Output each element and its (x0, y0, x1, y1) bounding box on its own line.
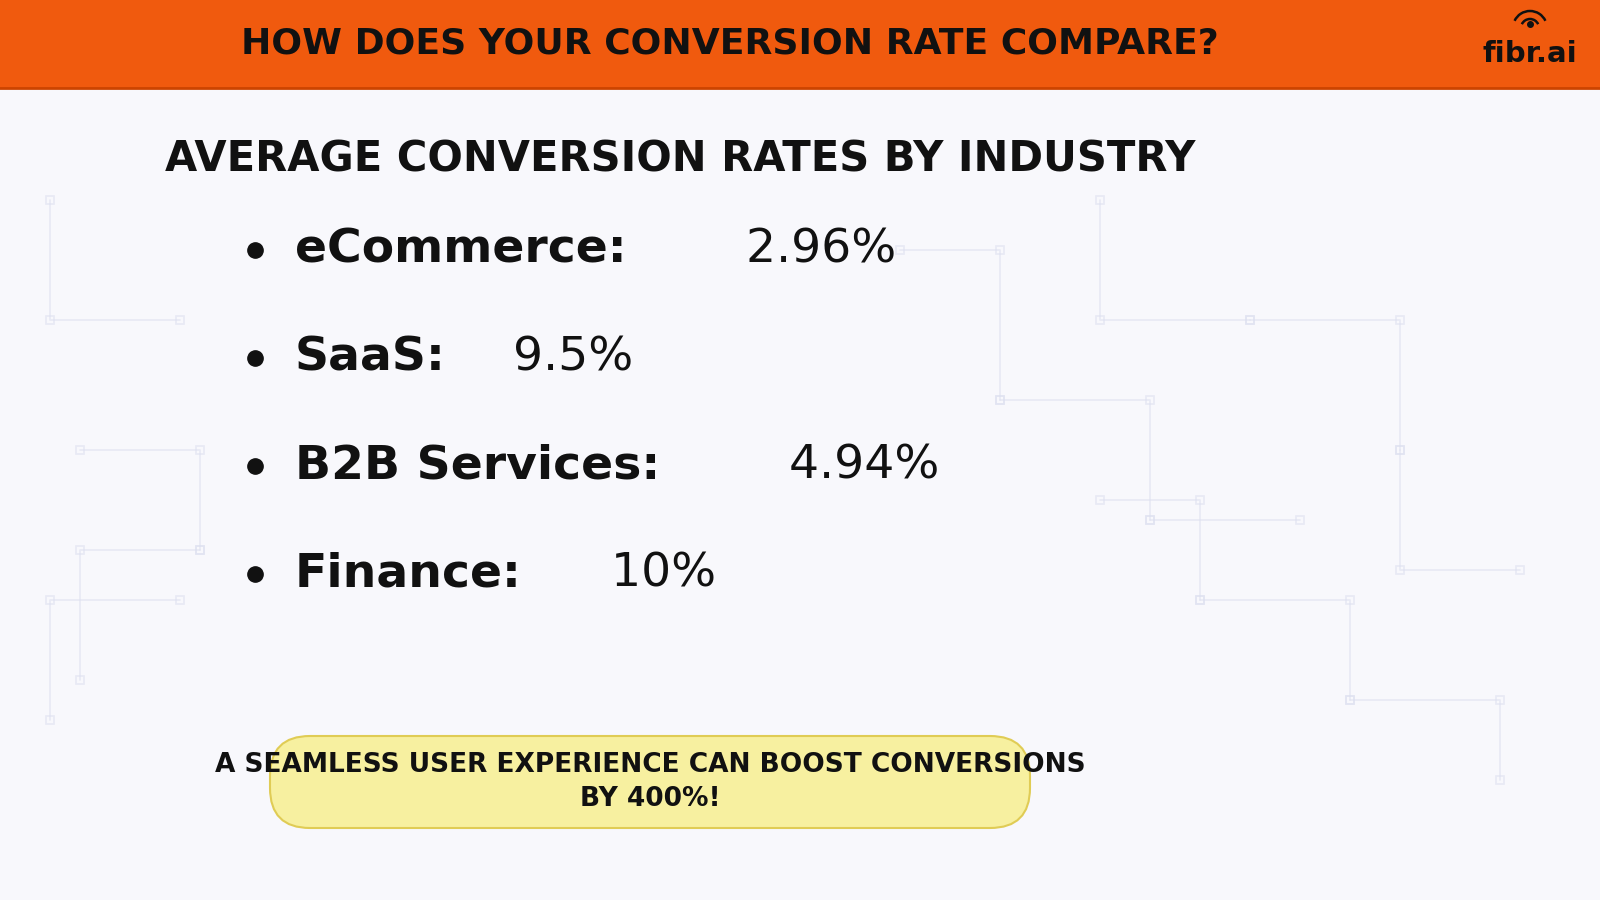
Text: HOW DOES YOUR CONVERSION RATE COMPARE?: HOW DOES YOUR CONVERSION RATE COMPARE? (242, 27, 1219, 61)
Bar (1146, 516, 1154, 524)
Bar (46, 316, 54, 324)
Bar (1197, 496, 1205, 504)
Text: Finance:: Finance: (294, 552, 522, 597)
Text: 9.5%: 9.5% (498, 336, 634, 381)
Bar (1395, 316, 1405, 324)
Bar (77, 446, 83, 454)
Bar (995, 396, 1005, 404)
Bar (1146, 396, 1154, 404)
Bar (995, 246, 1005, 254)
Bar (1517, 566, 1523, 574)
Bar (46, 196, 54, 204)
Bar (1096, 196, 1104, 204)
Bar (176, 596, 184, 604)
Bar (0, 0, 1600, 88)
Bar (77, 546, 83, 554)
Bar (46, 596, 54, 604)
Bar (1395, 446, 1405, 454)
Bar (195, 546, 205, 554)
Bar (1496, 776, 1504, 784)
Bar (46, 716, 54, 724)
Bar (1395, 566, 1405, 574)
Bar (1346, 596, 1354, 604)
Bar (195, 446, 205, 454)
Bar (77, 676, 83, 684)
Bar (995, 396, 1005, 404)
Bar (195, 546, 205, 554)
Text: B2B Services:: B2B Services: (294, 444, 661, 489)
Text: eCommerce:: eCommerce: (294, 228, 627, 273)
Bar (1395, 446, 1405, 454)
Bar (896, 246, 904, 254)
Text: BY 400%!: BY 400%! (579, 786, 720, 812)
Bar (1346, 696, 1354, 704)
Text: 10%: 10% (595, 552, 715, 597)
Bar (1346, 696, 1354, 704)
Bar (1296, 516, 1304, 524)
Bar (176, 316, 184, 324)
Text: 2.96%: 2.96% (731, 228, 896, 273)
Bar (1197, 596, 1205, 604)
Bar (1246, 316, 1254, 324)
Text: AVERAGE CONVERSION RATES BY INDUSTRY: AVERAGE CONVERSION RATES BY INDUSTRY (165, 139, 1195, 181)
Bar (1496, 696, 1504, 704)
Text: fibr.ai: fibr.ai (1483, 40, 1578, 68)
Bar (1197, 596, 1205, 604)
Bar (1096, 316, 1104, 324)
FancyBboxPatch shape (270, 736, 1030, 828)
Bar (1246, 316, 1254, 324)
Text: SaaS:: SaaS: (294, 336, 446, 381)
Bar (1096, 496, 1104, 504)
Bar (1146, 516, 1154, 524)
Text: 4.94%: 4.94% (774, 444, 939, 489)
Text: A SEAMLESS USER EXPERIENCE CAN BOOST CONVERSIONS: A SEAMLESS USER EXPERIENCE CAN BOOST CON… (214, 752, 1085, 778)
